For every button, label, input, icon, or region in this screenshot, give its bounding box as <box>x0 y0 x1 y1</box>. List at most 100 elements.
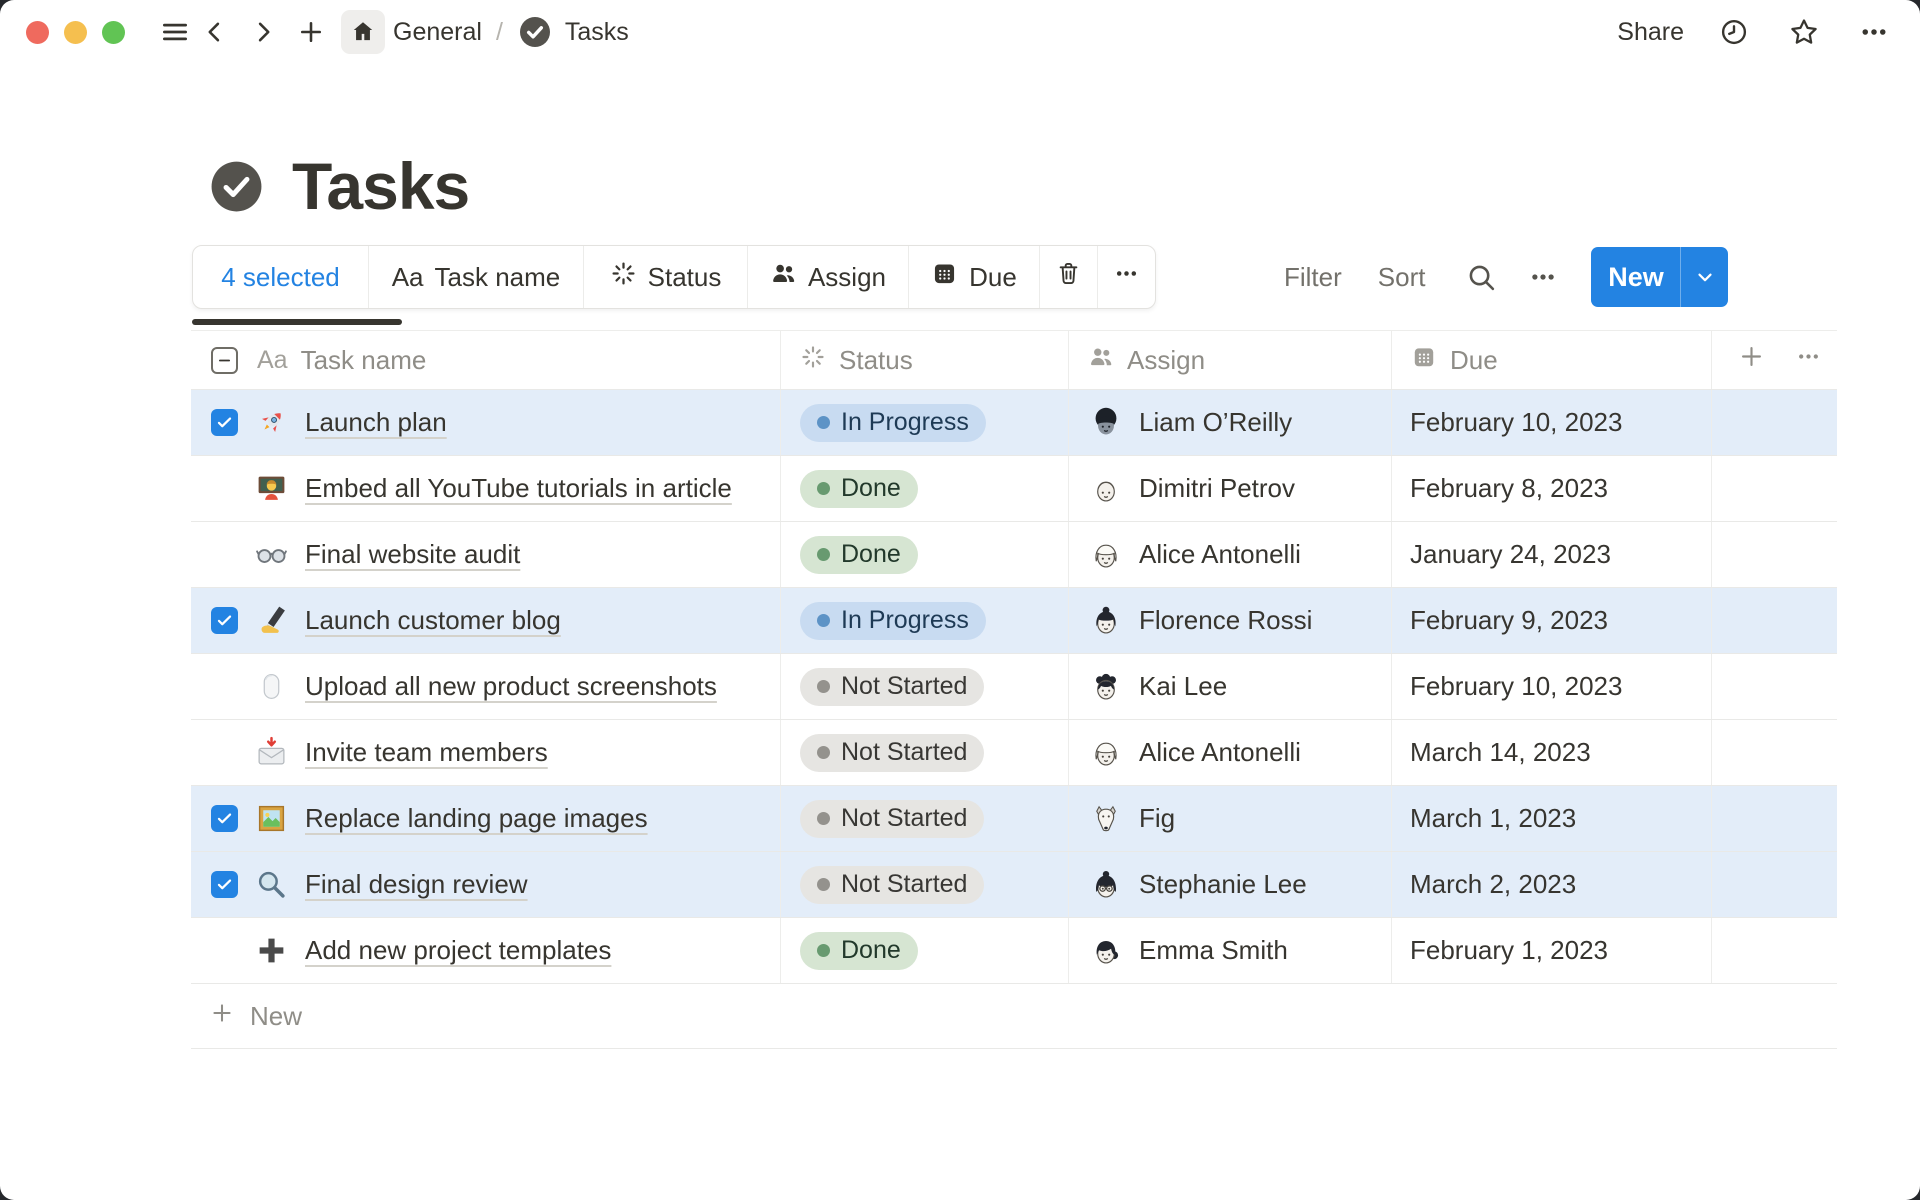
due-date[interactable]: February 10, 2023 <box>1392 390 1712 455</box>
due-date[interactable]: March 1, 2023 <box>1392 786 1712 851</box>
page-title[interactable]: Tasks <box>292 149 470 223</box>
status-badge[interactable]: In Progress <box>800 403 986 442</box>
add-column-icon[interactable] <box>1738 343 1765 377</box>
property-due-button[interactable]: Due <box>909 246 1040 308</box>
back-icon[interactable] <box>195 12 235 52</box>
row-extra-cell <box>1712 522 1837 587</box>
row-extra-cell <box>1712 852 1837 917</box>
status-badge[interactable]: Not Started <box>800 865 985 904</box>
sidebar-menu-icon[interactable] <box>155 12 195 52</box>
select-all-checkbox[interactable] <box>211 346 238 374</box>
zoom-window-button[interactable] <box>102 20 125 44</box>
table-row[interactable]: Upload all new product screenshots Not S… <box>191 654 1837 720</box>
new-button[interactable]: New <box>1591 247 1682 307</box>
task-title[interactable]: Upload all new product screenshots <box>305 671 717 701</box>
column-header-task-name[interactable]: Aa Task name <box>191 331 781 389</box>
due-date[interactable]: February 1, 2023 <box>1392 918 1712 983</box>
table-row[interactable]: Invite team members Not Started Alice An… <box>191 720 1837 786</box>
table-row[interactable]: Launch customer blog In Progress Florenc… <box>191 588 1837 654</box>
delete-selected-button[interactable] <box>1040 246 1098 308</box>
task-title[interactable]: Launch plan <box>305 407 447 437</box>
new-page-icon[interactable] <box>291 12 331 52</box>
table-row[interactable]: Replace landing page images Not Started … <box>191 786 1837 852</box>
row-checkbox[interactable] <box>211 871 238 898</box>
minimize-window-button[interactable] <box>64 20 87 44</box>
avatar <box>1089 406 1123 440</box>
status-dot-icon <box>817 812 830 825</box>
due-date[interactable]: February 8, 2023 <box>1392 456 1712 521</box>
breadcrumb-page[interactable]: Tasks <box>564 17 629 46</box>
assignee-name[interactable]: Stephanie Lee <box>1139 869 1307 899</box>
assignee-name[interactable]: Emma Smith <box>1139 935 1288 965</box>
page-check-circle-icon[interactable] <box>208 158 265 215</box>
due-date[interactable]: February 9, 2023 <box>1392 588 1712 653</box>
table-row[interactable]: Add new project templates Done Emma Smit… <box>191 918 1837 984</box>
status-badge[interactable]: Done <box>800 931 918 970</box>
more-icon[interactable] <box>1523 257 1563 297</box>
row-extra-cell <box>1712 588 1837 653</box>
task-title[interactable]: Final design review <box>305 869 528 899</box>
breadcrumb-section[interactable]: General <box>393 17 482 46</box>
writing-hand-icon <box>255 604 288 637</box>
due-date[interactable]: March 2, 2023 <box>1392 852 1712 917</box>
new-dropdown-button[interactable] <box>1681 247 1728 307</box>
assignee-name[interactable]: Fig <box>1139 803 1176 833</box>
row-checkbox[interactable] <box>211 409 238 436</box>
due-date[interactable]: March 14, 2023 <box>1392 720 1712 785</box>
column-header-status[interactable]: Status <box>781 331 1069 389</box>
assignee-name[interactable]: Dimitri Petrov <box>1139 473 1296 503</box>
toolbar-scrollbar[interactable] <box>192 319 402 325</box>
status-spinner-icon <box>610 260 637 294</box>
status-badge[interactable]: Not Started <box>800 799 985 838</box>
due-date[interactable]: February 10, 2023 <box>1392 654 1712 719</box>
task-title[interactable]: Final website audit <box>305 539 521 569</box>
teacher-icon <box>255 472 288 505</box>
star-icon[interactable] <box>1784 12 1824 52</box>
status-badge[interactable]: Done <box>800 535 918 574</box>
new-row-button[interactable]: New <box>191 984 1837 1049</box>
status-badge[interactable]: Not Started <box>800 733 985 772</box>
due-date[interactable]: January 24, 2023 <box>1392 522 1712 587</box>
status-badge[interactable]: Done <box>800 469 918 508</box>
clock-icon[interactable] <box>1714 12 1754 52</box>
assignee-name[interactable]: Kai Lee <box>1139 671 1228 701</box>
property-assign-button[interactable]: Assign <box>748 246 909 308</box>
home-icon[interactable] <box>341 10 385 54</box>
table-row[interactable]: Final website audit Done Alice Antonelli… <box>191 522 1837 588</box>
status-badge[interactable]: In Progress <box>800 601 986 640</box>
task-title[interactable]: Embed all YouTube tutorials in article <box>305 473 732 503</box>
forward-icon[interactable] <box>243 12 283 52</box>
column-header-due[interactable]: Due <box>1392 331 1712 389</box>
task-title[interactable]: Replace landing page images <box>305 803 648 833</box>
filter-button[interactable]: Filter <box>1284 261 1342 292</box>
trash-icon <box>1055 260 1082 294</box>
table-row[interactable]: Final design review Not Started Stephani… <box>191 852 1837 918</box>
task-title[interactable]: Launch customer blog <box>305 605 561 635</box>
close-window-button[interactable] <box>26 20 49 44</box>
property-task-name-button[interactable]: Aa Task name <box>369 246 584 308</box>
row-extra-cell <box>1712 390 1837 455</box>
assignee-name[interactable]: Alice Antonelli <box>1139 539 1301 569</box>
assignee-name[interactable]: Florence Rossi <box>1139 605 1313 635</box>
plus-icon <box>209 1000 235 1033</box>
status-badge[interactable]: Not Started <box>800 667 985 706</box>
table-row[interactable]: Embed all YouTube tutorials in article D… <box>191 456 1837 522</box>
column-header-assign[interactable]: Assign <box>1069 331 1392 389</box>
selection-more-button[interactable] <box>1098 246 1155 308</box>
task-title[interactable]: Add new project templates <box>305 935 612 965</box>
table-row[interactable]: Launch plan In Progress Liam O’Reilly Fe… <box>191 390 1837 456</box>
search-icon[interactable] <box>1461 257 1501 297</box>
sort-button[interactable]: Sort <box>1377 261 1426 292</box>
row-checkbox[interactable] <box>211 607 238 634</box>
selected-count-button[interactable]: 4 selected <box>193 246 369 308</box>
minus-icon <box>218 359 231 361</box>
task-title[interactable]: Invite team members <box>305 737 548 767</box>
assignee-name[interactable]: Alice Antonelli <box>1139 737 1301 767</box>
assignee-name[interactable]: Liam O’Reilly <box>1139 407 1293 437</box>
more-icon[interactable] <box>1854 12 1894 52</box>
more-icon[interactable] <box>1795 343 1822 377</box>
row-extra-cell <box>1712 720 1837 785</box>
share-button[interactable]: Share <box>1617 17 1684 46</box>
property-status-button[interactable]: Status <box>584 246 748 308</box>
row-checkbox[interactable] <box>211 805 238 832</box>
